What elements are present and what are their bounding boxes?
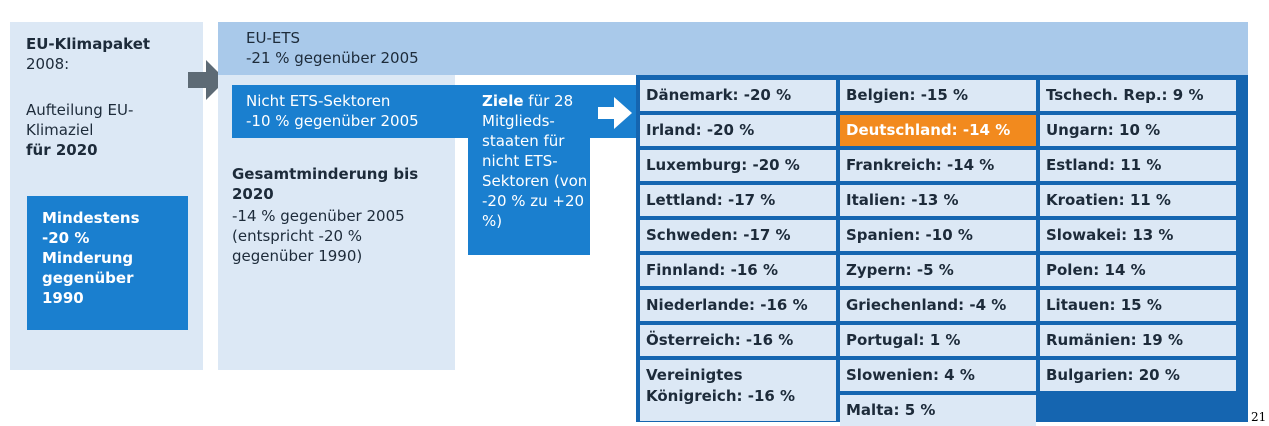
country-cell: Estland: 11 % <box>1040 150 1236 181</box>
inner-box <box>27 196 188 330</box>
country-cell: Italien: -13 % <box>840 185 1036 216</box>
ets-target: -21 % gegenüber 2005 <box>246 49 419 67</box>
total-text: -14 % gegenüber 2005 (entspricht -20 % g… <box>232 207 405 265</box>
country-cell: Slowenien: 4 % <box>840 360 1036 391</box>
country-cell: Tschech. Rep.: 9 % <box>1040 80 1236 111</box>
country-cell: Bulgarien: 20 % <box>1040 360 1236 391</box>
inner-box-text: Mindestens -20 % Minderung gegenüber 199… <box>42 209 140 307</box>
non-ets-target: -10 % gegenüber 2005 <box>246 112 419 130</box>
country-cell: Schweden: -17 % <box>640 220 836 251</box>
arrow <box>188 60 226 100</box>
country-cell: Dänemark: -20 % <box>640 80 836 111</box>
country-cell: Malta: 5 % <box>840 395 1036 426</box>
country-cell: Ungarn: 10 % <box>1040 115 1236 146</box>
non-ets-title: Nicht ETS-Sektoren <box>246 92 391 110</box>
arrow-shape <box>188 60 226 100</box>
country-cell: Irland: -20 % <box>640 115 836 146</box>
ets-bar <box>218 22 1248 75</box>
total-title: Gesamtminderung bis 2020 <box>232 165 419 203</box>
country-cell: Polen: 14 % <box>1040 255 1236 286</box>
country-cell: Österreich: -16 % <box>640 325 836 356</box>
left-text: Aufteilung EU-Klimaziel <box>26 101 134 139</box>
country-cell: Lettland: -17 % <box>640 185 836 216</box>
country-cell: Belgien: -15 % <box>840 80 1036 111</box>
country-cell: Vereinigtes Königreich: -16 % <box>640 360 836 421</box>
country-cell: Deutschland: -14 % <box>840 115 1036 146</box>
country-cell: Finnland: -16 % <box>640 255 836 286</box>
targets-lead: Ziele <box>482 92 524 110</box>
country-cell: Zypern: -5 % <box>840 255 1036 286</box>
white-arrow <box>598 97 632 129</box>
country-cell: Litauen: 15 % <box>1040 290 1236 321</box>
country-cell: Kroatien: 11 % <box>1040 185 1236 216</box>
white-arrow-shape <box>598 97 632 129</box>
country-cell: Luxemburg: -20 % <box>640 150 836 181</box>
country-cell: Rumänien: 19 % <box>1040 325 1236 356</box>
targets-text: Ziele für 28 Mitglieds­staaten für nicht… <box>482 91 588 231</box>
country-cell: Griechenland: -4 % <box>840 290 1036 321</box>
left-subtitle: 2008: <box>26 55 70 73</box>
targets-box <box>468 85 590 255</box>
country-cell: Spanien: -10 % <box>840 220 1036 251</box>
country-grid: Dänemark: -20 % Irland: -20 % Luxemburg: -… <box>636 75 1248 426</box>
country-cell: Frankreich: -14 % <box>840 150 1036 181</box>
page-number: 21 <box>1251 410 1267 424</box>
country-cell: Slowakei: 13 % <box>1040 220 1236 251</box>
left-title: EU-Klimapaket <box>26 35 151 53</box>
targets-body: für 28 Mitglieds­staaten für nicht ETS-S… <box>482 92 588 230</box>
left-highlight: für 2020 <box>26 141 98 159</box>
ets-title: EU-ETS <box>246 29 301 47</box>
country-cell: Niederlande: -16 % <box>640 290 836 321</box>
country-cell: Portugal: 1 % <box>840 325 1036 356</box>
